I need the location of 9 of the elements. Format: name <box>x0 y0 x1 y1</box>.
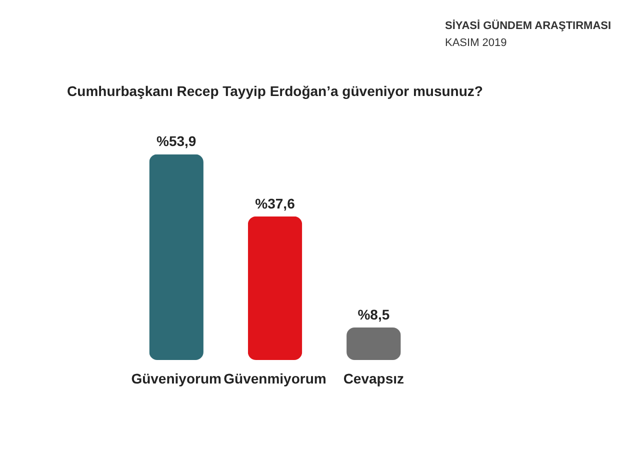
x-tick-label: Cevapsız <box>343 370 404 386</box>
text: KASIM 2019 <box>445 37 507 49</box>
data-label: %8,5 <box>358 306 390 323</box>
chart-title: Cumhurbaşkanı Recep Tayyip Erdoğan’a güveniyor musunuz? <box>67 83 483 100</box>
text: SİYASİ GÜNDEM ARAŞTIRMASI <box>445 20 612 32</box>
x-tick-label: Güveniyorum <box>131 370 222 386</box>
data-label: %37,6 <box>255 195 296 212</box>
x-tick-label: Güvenmiyorum <box>224 370 326 386</box>
data-label: %53,9 <box>156 133 196 150</box>
